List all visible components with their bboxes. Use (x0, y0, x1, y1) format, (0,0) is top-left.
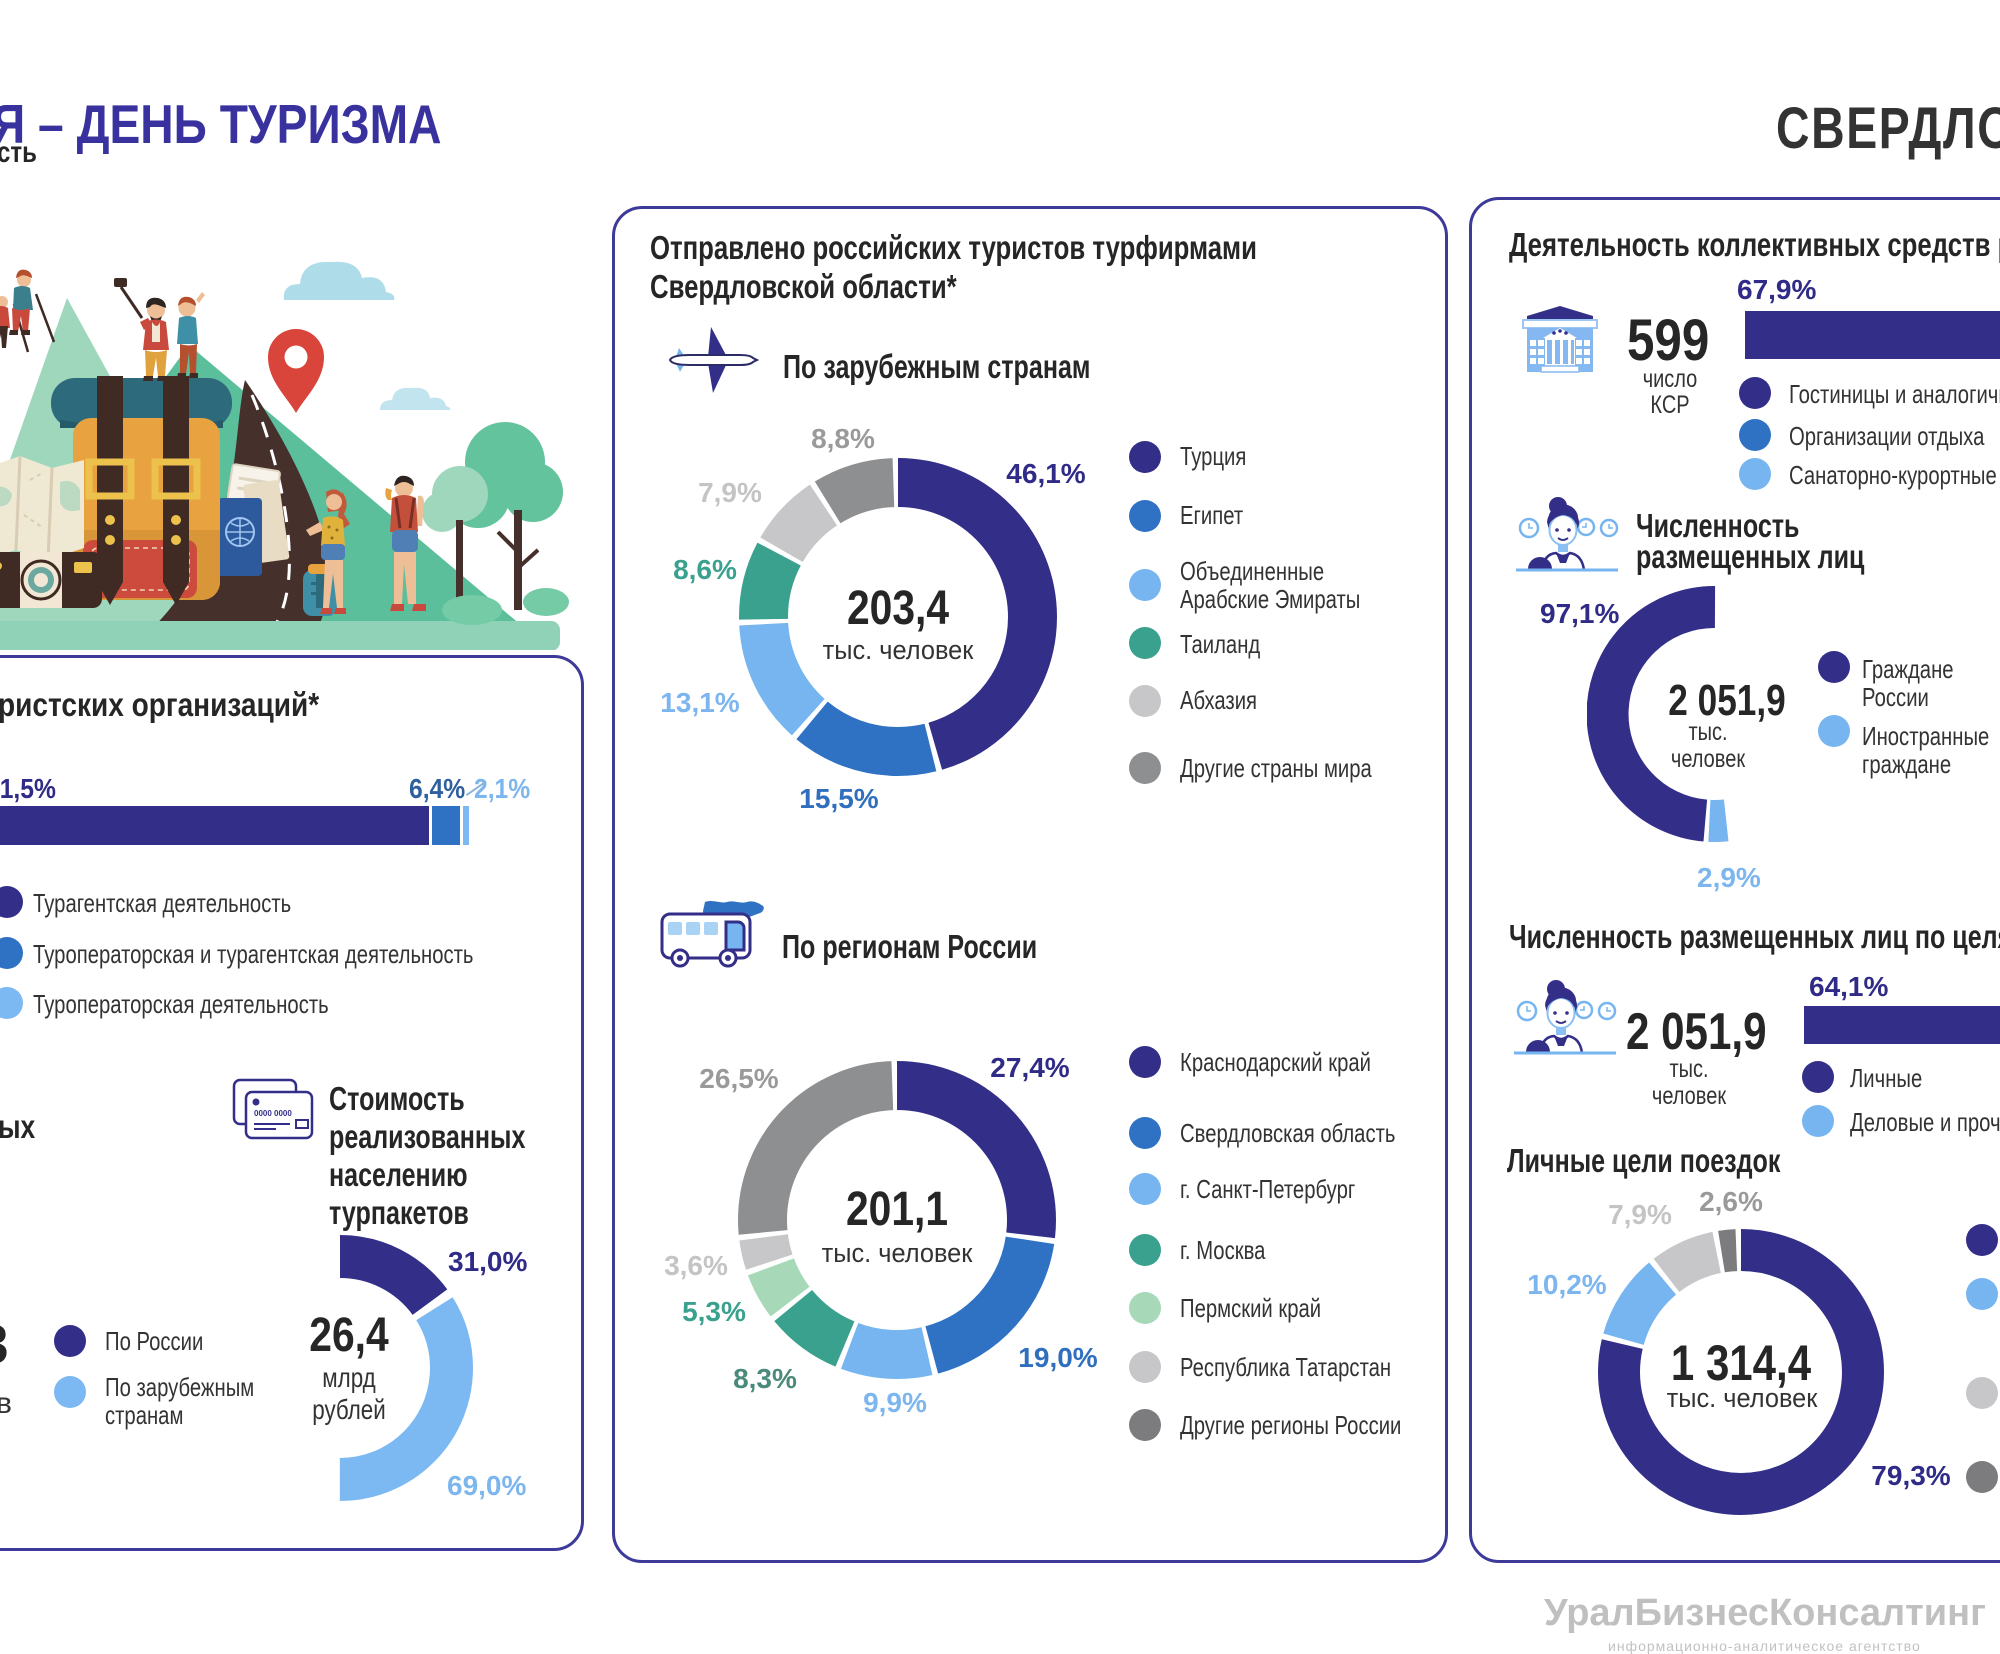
svg-text:0000 0000: 0000 0000 (254, 1109, 292, 1118)
